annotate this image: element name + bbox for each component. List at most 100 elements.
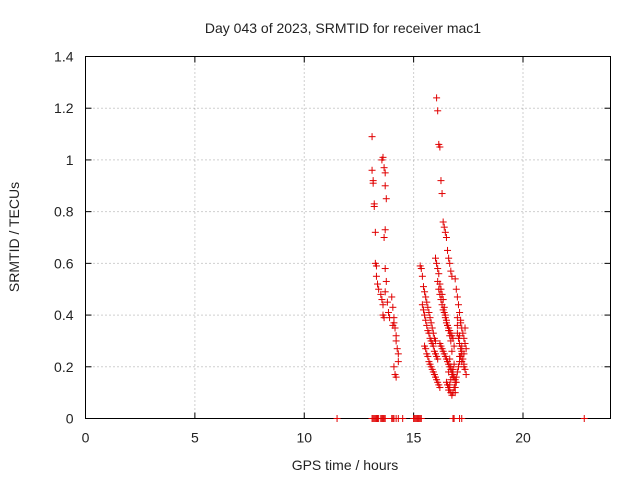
- data-point: [371, 228, 379, 236]
- data-point: [453, 314, 461, 322]
- data-point: [445, 368, 453, 376]
- data-point: [449, 373, 457, 381]
- data-point: [462, 371, 470, 379]
- data-point: [372, 262, 380, 270]
- data-point: [369, 179, 377, 187]
- data-point: [399, 415, 407, 422]
- x-tick-label: 0: [82, 430, 90, 446]
- data-point: [389, 303, 397, 311]
- data-point: [417, 265, 425, 273]
- data-point: [378, 296, 386, 304]
- data-point: [438, 290, 446, 298]
- y-axis-label: SRMTID / TECUs: [6, 182, 22, 292]
- data-point: [394, 350, 402, 358]
- data-point: [434, 355, 442, 363]
- data-point: [456, 308, 464, 316]
- data-point: [442, 316, 450, 324]
- data-point: [429, 342, 437, 350]
- data-point: [381, 169, 389, 177]
- data-point: [436, 383, 444, 391]
- y-tick-label: 1.4: [54, 49, 74, 65]
- data-point: [442, 234, 450, 241]
- data-point: [368, 133, 376, 141]
- data-point: [390, 363, 398, 371]
- data-point: [446, 381, 454, 389]
- data-point: [444, 246, 452, 254]
- data-point: [423, 321, 431, 329]
- x-tick-label: 5: [191, 430, 199, 446]
- data-point: [436, 143, 444, 151]
- data-point: [446, 332, 454, 340]
- data-point: [452, 378, 460, 386]
- data-point: [446, 355, 454, 363]
- data-point: [423, 298, 431, 306]
- data-point: [424, 352, 432, 360]
- data-point: [384, 308, 392, 316]
- data-point: [425, 308, 433, 316]
- data-point: [434, 265, 442, 273]
- data-point: [418, 301, 426, 309]
- data-point: [333, 415, 341, 422]
- data-point: [433, 259, 441, 267]
- points-layer: [333, 94, 588, 422]
- data-point: [381, 226, 389, 234]
- data-point: [436, 280, 444, 288]
- data-point: [457, 345, 465, 353]
- y-tick-label: 1: [66, 152, 74, 168]
- data-point: [435, 270, 443, 278]
- data-point: [379, 301, 387, 309]
- data-point: [421, 311, 429, 319]
- data-point: [445, 254, 453, 262]
- data-point: [446, 259, 454, 267]
- y-tick-label: 0.8: [54, 204, 74, 220]
- data-point: [453, 293, 461, 301]
- data-point: [422, 316, 430, 324]
- data-point: [458, 415, 466, 422]
- data-point: [422, 293, 430, 301]
- data-point: [421, 288, 429, 296]
- data-point: [456, 352, 464, 360]
- data-point: [381, 182, 389, 190]
- data-point: [382, 195, 390, 203]
- data-point: [447, 363, 455, 371]
- data-point: [417, 415, 425, 422]
- y-tick-label: 0.4: [54, 307, 74, 323]
- data-point: [454, 334, 462, 342]
- data-point: [418, 272, 426, 280]
- data-point: [438, 190, 446, 198]
- data-point: [375, 285, 383, 293]
- data-point: [433, 94, 441, 102]
- data-point: [437, 285, 445, 293]
- data-point: [441, 228, 449, 236]
- data-point: [379, 153, 387, 161]
- x-tick-label: 20: [515, 430, 531, 446]
- data-point: [440, 303, 448, 311]
- plot-frame: [85, 56, 611, 419]
- data-point: [450, 342, 458, 350]
- data-point: [434, 107, 442, 115]
- data-point: [419, 306, 427, 314]
- data-point: [383, 298, 391, 306]
- data-point: [428, 324, 436, 332]
- data-point: [392, 337, 400, 345]
- data-point: [432, 254, 439, 262]
- data-point: [451, 275, 459, 283]
- data-point: [388, 293, 396, 301]
- data-point: [460, 363, 468, 371]
- data-point: [439, 296, 447, 304]
- data-point: [445, 386, 453, 394]
- data-point: [381, 288, 389, 296]
- data-point: [448, 347, 456, 355]
- data-point: [380, 164, 388, 172]
- data-point: [453, 329, 461, 337]
- x-tick-label: 15: [406, 430, 422, 446]
- x-tick-label: 10: [296, 430, 312, 446]
- data-point: [381, 265, 389, 273]
- data-point: [440, 223, 448, 231]
- data-point: [427, 319, 435, 327]
- data-point: [457, 319, 465, 327]
- y-tick-label: 0.6: [54, 255, 74, 271]
- data-point: [368, 166, 376, 174]
